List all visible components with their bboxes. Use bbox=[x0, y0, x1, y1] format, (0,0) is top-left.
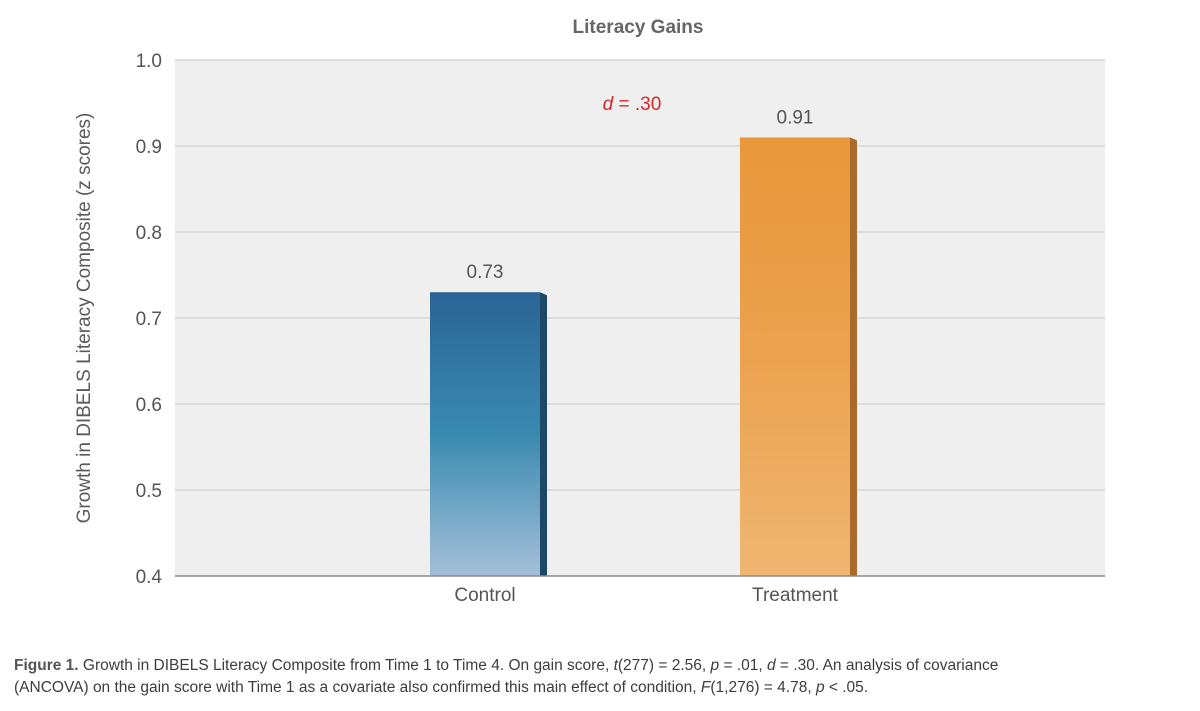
x-category-label: Treatment bbox=[752, 585, 839, 606]
caption-text: Growth in DIBELS Literacy Composite from… bbox=[78, 657, 614, 674]
y-axis-ticks: 0.4 0.5 0.6 0.7 0.8 0.9 1.0 bbox=[136, 51, 163, 588]
bar-side bbox=[850, 137, 857, 576]
caption-t-symbol: t bbox=[613, 657, 618, 674]
caption-label: Figure 1. bbox=[14, 657, 79, 674]
bar-value-labels: 0.73 0.91 bbox=[467, 107, 814, 283]
bar-value-label: 0.91 bbox=[777, 107, 814, 128]
figure-caption: Figure 1. Growth in DIBELS Literacy Comp… bbox=[14, 655, 1189, 699]
effect-size-symbol: d bbox=[603, 94, 615, 115]
effect-size-value: = .30 bbox=[613, 94, 661, 115]
y-tick-label: 0.5 bbox=[136, 481, 162, 502]
caption-text: < .05. bbox=[824, 679, 869, 696]
bars bbox=[430, 137, 857, 576]
x-category-label: Control bbox=[454, 585, 515, 606]
caption-text: = .01, bbox=[719, 657, 767, 674]
y-tick-label: 0.4 bbox=[136, 567, 163, 588]
bar-value-label: 0.73 bbox=[467, 262, 504, 283]
effect-size-annotation: d = .30 bbox=[603, 94, 662, 115]
bar-treatment bbox=[740, 137, 850, 576]
gridlines bbox=[175, 59, 1105, 491]
y-tick-label: 0.8 bbox=[136, 223, 162, 244]
caption-p-symbol: p bbox=[815, 679, 825, 696]
y-tick-label: 0.7 bbox=[136, 309, 162, 330]
y-axis-label: Growth in DIBELS Literacy Composite (z s… bbox=[74, 113, 95, 524]
x-axis-categories: Control Treatment bbox=[454, 585, 838, 606]
y-tick-label: 1.0 bbox=[136, 51, 162, 72]
y-tick-label: 0.9 bbox=[136, 137, 162, 158]
caption-f-symbol: F bbox=[700, 679, 711, 696]
caption-text: (277) = 2.56, bbox=[617, 657, 711, 674]
bar-side bbox=[540, 292, 547, 576]
caption-text: (ANCOVA) on the gain score with Time 1 a… bbox=[14, 679, 701, 696]
caption-text: = .30. An analysis of covariance bbox=[775, 657, 999, 674]
y-tick-label: 0.6 bbox=[136, 395, 162, 416]
caption-d-symbol: d bbox=[766, 657, 776, 674]
bar-control bbox=[430, 292, 540, 576]
caption-text: (1,276) = 4.78, bbox=[710, 679, 816, 696]
bar-chart: 0.4 0.5 0.6 0.7 0.8 0.9 1.0 0.73 0.91 Control Tr… bbox=[74, 17, 1105, 606]
chart-title: Literacy Gains bbox=[573, 17, 704, 38]
caption-p-symbol: p bbox=[710, 657, 720, 674]
